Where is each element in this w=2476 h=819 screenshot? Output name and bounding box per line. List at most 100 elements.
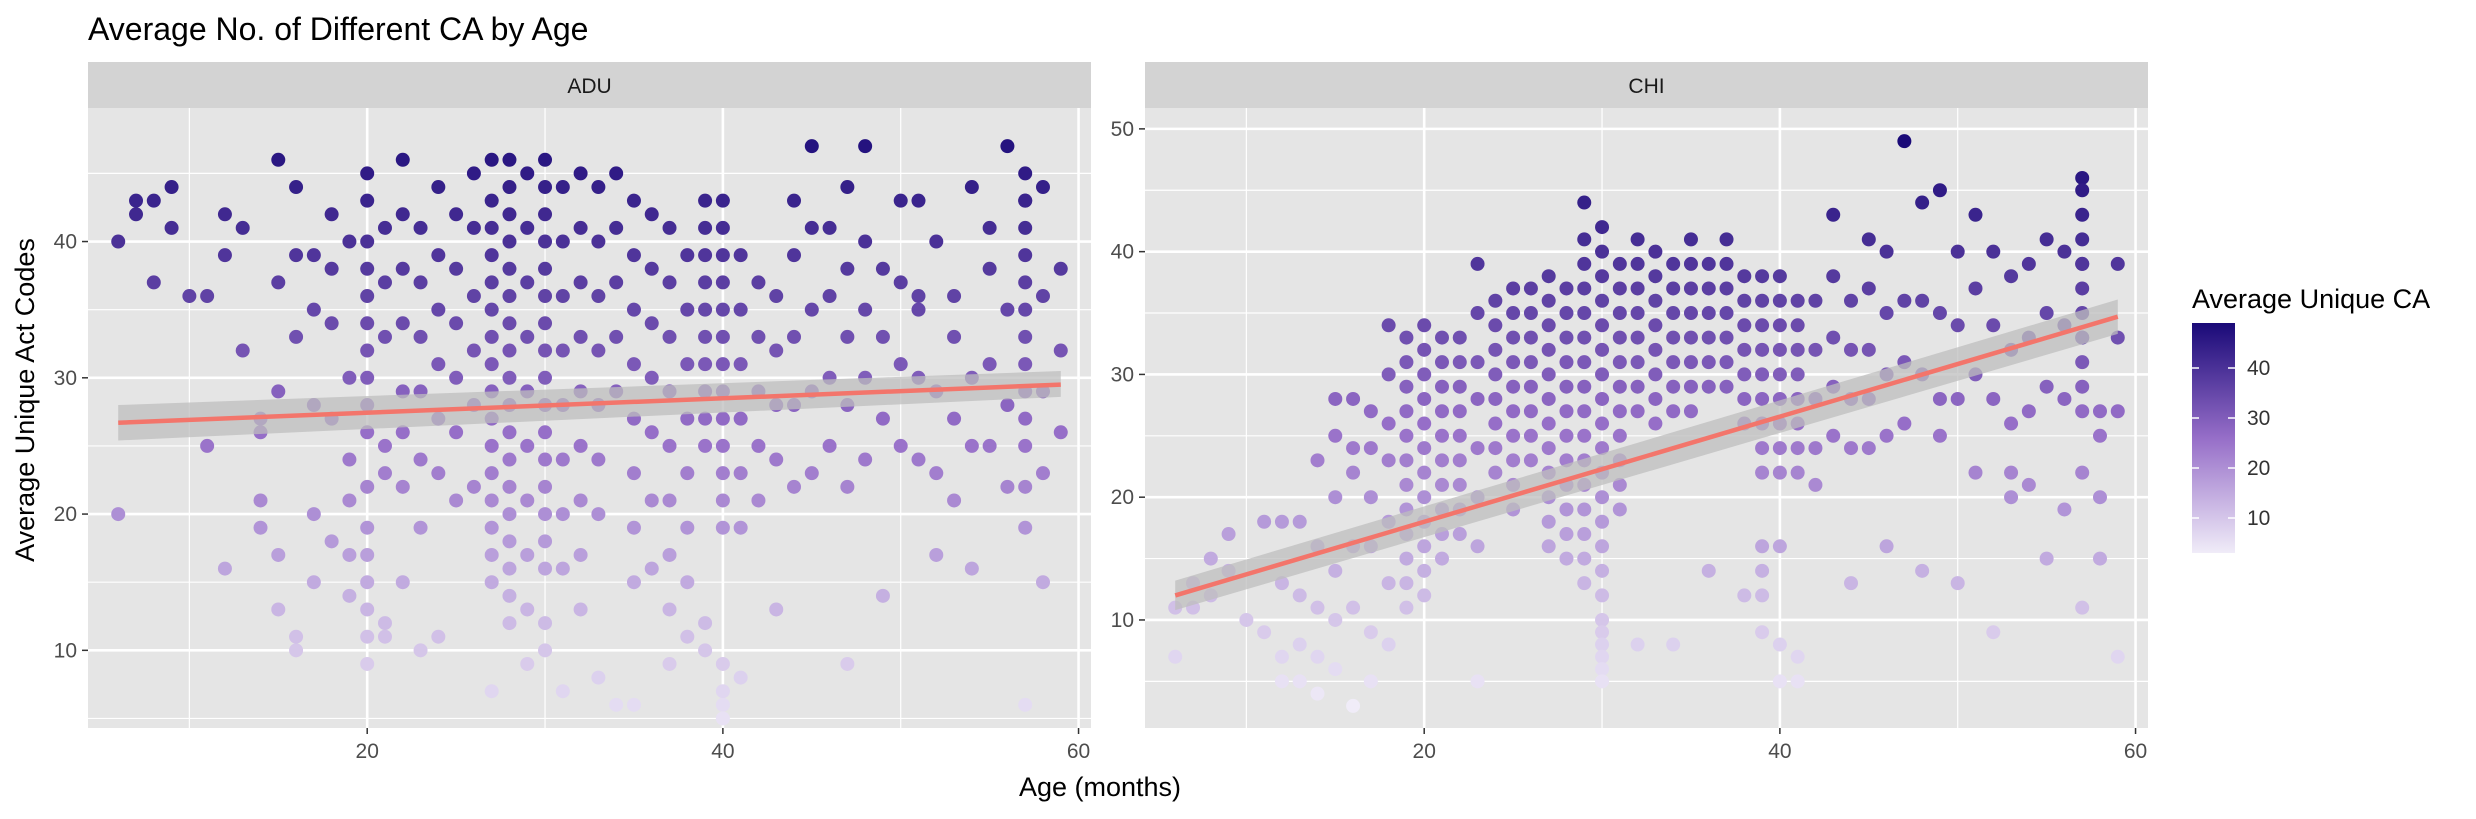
data-point — [1595, 391, 1610, 406]
data-point — [538, 425, 553, 440]
data-point — [733, 670, 748, 685]
data-point — [1470, 256, 1485, 271]
data-point — [1053, 261, 1068, 276]
data-point — [342, 547, 357, 562]
data-point — [1018, 248, 1033, 263]
data-point — [1683, 256, 1698, 271]
data-point — [1000, 139, 1015, 154]
data-point — [1035, 289, 1050, 304]
data-point — [698, 438, 713, 453]
data-point — [538, 507, 553, 522]
data-point — [1612, 306, 1627, 321]
data-point — [1000, 398, 1015, 413]
data-point — [1399, 551, 1414, 566]
data-point — [1523, 379, 1538, 394]
data-point — [289, 329, 304, 344]
data-point — [609, 329, 624, 344]
data-point — [591, 180, 606, 195]
data-point — [360, 193, 375, 208]
data-point — [626, 357, 641, 372]
data-point — [2057, 502, 2072, 517]
data-point — [324, 534, 339, 549]
data-point — [360, 629, 375, 644]
data-point — [502, 152, 517, 167]
data-point — [680, 411, 695, 426]
data-point — [698, 357, 713, 372]
data-point — [1772, 367, 1787, 382]
data-point — [538, 152, 553, 167]
data-point — [538, 261, 553, 276]
data-point — [1417, 563, 1432, 578]
data-point — [1452, 428, 1467, 443]
data-point — [1630, 404, 1645, 419]
data-point — [360, 575, 375, 590]
data-point — [520, 275, 535, 290]
data-point — [698, 329, 713, 344]
data-point — [769, 452, 784, 467]
data-point — [1381, 367, 1396, 382]
data-point — [1381, 637, 1396, 652]
data-point — [1417, 465, 1432, 480]
data-point — [1612, 428, 1627, 443]
data-point — [1666, 281, 1681, 296]
data-point — [1541, 441, 1556, 456]
data-point — [377, 438, 392, 453]
data-point — [146, 193, 161, 208]
data-point — [1790, 674, 1805, 689]
data-point — [911, 302, 926, 317]
data-point — [1018, 438, 1033, 453]
data-point — [1577, 527, 1592, 542]
data-point — [573, 493, 588, 508]
data-point — [413, 220, 428, 235]
data-point — [982, 357, 997, 372]
data-point — [1434, 404, 1449, 419]
y-tick-label: 20 — [1111, 486, 1134, 509]
data-point — [1399, 330, 1414, 345]
data-point — [1328, 428, 1343, 443]
data-point — [662, 220, 677, 235]
data-point — [1666, 355, 1681, 370]
data-point — [1417, 391, 1432, 406]
data-point — [751, 275, 766, 290]
data-point — [342, 452, 357, 467]
data-point — [733, 302, 748, 317]
data-point — [573, 602, 588, 617]
data-point — [1417, 490, 1432, 505]
data-point — [1897, 134, 1912, 149]
data-point — [1488, 318, 1503, 333]
data-point — [698, 275, 713, 290]
data-point — [1239, 612, 1254, 627]
data-point — [271, 602, 286, 617]
data-point — [609, 166, 624, 181]
data-point — [1452, 527, 1467, 542]
data-point — [680, 302, 695, 317]
data-point — [1879, 306, 1894, 321]
data-point — [1612, 502, 1627, 517]
data-point — [1381, 318, 1396, 333]
data-point — [360, 547, 375, 562]
data-point — [1790, 342, 1805, 357]
data-point — [1595, 220, 1610, 235]
data-point — [715, 329, 730, 344]
data-point — [1310, 686, 1325, 701]
data-point — [1755, 563, 1770, 578]
legend-tick-label: 10 — [2247, 507, 2270, 530]
trend-line — [1174, 314, 2119, 598]
data-point — [626, 248, 641, 263]
data-point — [395, 207, 410, 222]
y-tick-label: 40 — [54, 231, 77, 254]
data-point — [502, 616, 517, 631]
data-point — [1346, 441, 1361, 456]
data-point — [1541, 342, 1556, 357]
data-point — [1018, 520, 1033, 535]
data-point — [1879, 539, 1894, 554]
x-axis-label: Age (months) — [1019, 772, 1181, 802]
data-point — [484, 357, 499, 372]
data-point — [217, 561, 232, 576]
data-point — [431, 248, 446, 263]
data-point — [1541, 293, 1556, 308]
data-point — [1595, 269, 1610, 284]
data-point — [1630, 281, 1645, 296]
data-point — [1488, 293, 1503, 308]
data-point — [1666, 637, 1681, 652]
